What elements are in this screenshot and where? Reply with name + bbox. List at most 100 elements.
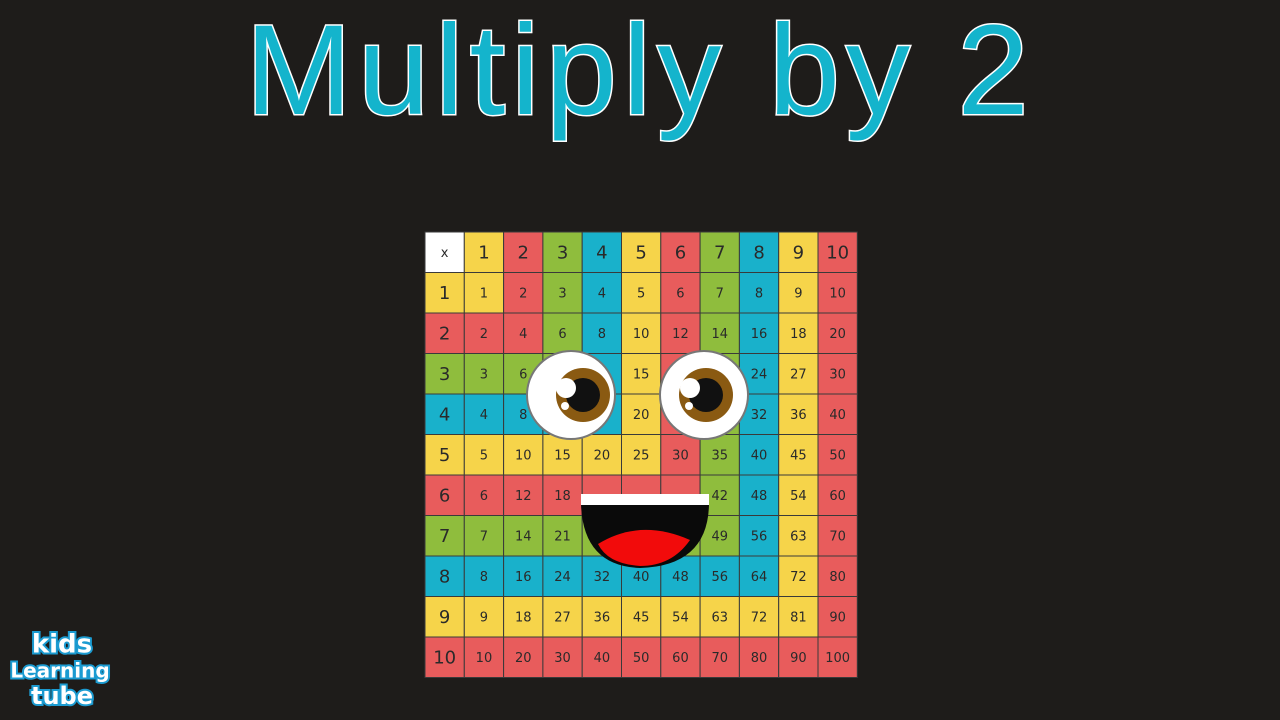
product: 18 (554, 489, 571, 504)
product: 20 (515, 651, 532, 666)
product-bg (778, 555, 819, 597)
face (526, 350, 749, 568)
product: 48 (751, 489, 768, 504)
product: 72 (751, 610, 768, 625)
teeth (581, 494, 709, 505)
product-bg (463, 312, 505, 354)
product-bg (817, 555, 858, 597)
product: 49 (711, 529, 728, 544)
product: 90 (829, 610, 846, 625)
product-bg (503, 515, 544, 557)
product: 15 (633, 367, 650, 382)
product: 54 (672, 610, 689, 625)
product: 10 (515, 448, 532, 463)
column-header: 3 (557, 242, 568, 263)
row-header: 6 (439, 485, 450, 506)
product: 80 (751, 651, 768, 666)
product-bg (778, 353, 819, 395)
product: 8 (755, 286, 763, 301)
left-glint (556, 378, 576, 398)
product-bg (660, 272, 701, 314)
product: 4 (480, 408, 488, 423)
row-header: 10 (433, 647, 456, 668)
logo: kids Learning tube (8, 628, 111, 713)
product: 36 (594, 610, 611, 625)
product: 45 (633, 610, 650, 625)
product: 70 (711, 651, 728, 666)
product-bg (778, 596, 819, 638)
product: 45 (790, 448, 807, 463)
product-bg (621, 272, 662, 314)
product: 18 (790, 327, 807, 342)
product: 14 (515, 529, 532, 544)
product-bg (463, 393, 505, 435)
product-bg (542, 596, 583, 638)
product: 7 (480, 529, 488, 544)
product: 63 (790, 529, 807, 544)
product: 64 (751, 570, 768, 585)
column-header: 9 (793, 242, 804, 263)
product: 90 (790, 651, 807, 666)
product: 30 (672, 448, 689, 463)
times-table: x 1 2 3 4 5 6 7 8 9 101 1 2 3 4 5 6 7 8 9 102 2 4 6 8 10 12 14 16 18 2… (424, 231, 858, 678)
product: 16 (751, 327, 768, 342)
column-header-bg (699, 231, 740, 273)
product: 70 (829, 529, 846, 544)
right-glint-small (685, 402, 693, 410)
product-bg (542, 636, 583, 678)
product-bg (699, 555, 740, 597)
product: 80 (829, 570, 846, 585)
product-bg (660, 434, 701, 476)
product: 20 (829, 327, 846, 342)
product-bg (463, 515, 505, 557)
product-bg (542, 555, 583, 597)
product-bg (817, 515, 858, 557)
product: 6 (558, 327, 566, 342)
product: 32 (751, 408, 768, 423)
product-bg (542, 515, 583, 557)
product-bg (778, 434, 819, 476)
product: 1 (480, 286, 488, 301)
column-header-bg (463, 231, 505, 273)
corner-label-bg (424, 231, 465, 273)
row-header: 3 (439, 364, 450, 385)
column-header: 8 (753, 242, 764, 263)
product: 27 (790, 367, 807, 382)
product-bg (699, 312, 740, 354)
column-header: 2 (518, 242, 529, 263)
product: 2 (480, 327, 488, 342)
column-header-bg (503, 231, 544, 273)
tongue (598, 529, 690, 566)
product: 24 (554, 570, 571, 585)
product: 8 (480, 570, 488, 585)
product: 5 (637, 286, 645, 301)
product: 30 (554, 651, 571, 666)
product: 100 (825, 651, 850, 666)
product-bg (738, 312, 780, 354)
product: 72 (790, 570, 807, 585)
product: 48 (672, 570, 689, 585)
product-bg (621, 393, 662, 435)
product-bg (542, 434, 583, 476)
product: 36 (790, 408, 807, 423)
product-bg (738, 434, 780, 476)
product: 81 (790, 610, 807, 625)
product: 9 (794, 286, 802, 301)
product: 3 (480, 367, 488, 382)
product-bg (463, 474, 505, 516)
product: 2 (519, 286, 527, 301)
product: 30 (829, 367, 846, 382)
product: 54 (790, 489, 807, 504)
product-bg (463, 596, 505, 638)
product: 8 (598, 327, 606, 342)
column-header: 5 (635, 242, 646, 263)
product: 8 (519, 408, 527, 423)
product: 40 (829, 408, 846, 423)
left-glint-small (561, 402, 569, 410)
column-header: 4 (596, 242, 607, 263)
product: 40 (594, 651, 611, 666)
row-header: 9 (439, 607, 450, 628)
product: 27 (554, 610, 571, 625)
product: 15 (554, 448, 571, 463)
product: 50 (633, 651, 650, 666)
